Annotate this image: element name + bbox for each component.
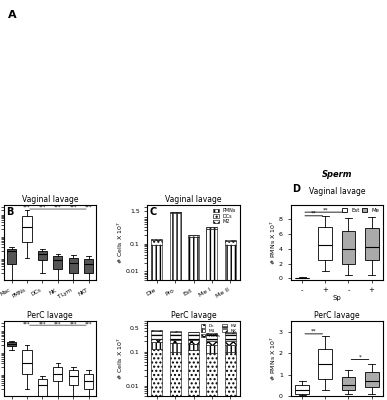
PathPatch shape xyxy=(365,372,378,388)
Bar xyxy=(224,345,236,352)
Bar xyxy=(224,332,236,333)
Text: ***: *** xyxy=(85,205,92,210)
Bar xyxy=(151,342,163,349)
Legend: Dc, M1, PMNs, M2, NK: Dc, M1, PMNs, M2, NK xyxy=(200,323,238,339)
Text: ***: *** xyxy=(54,321,62,326)
PathPatch shape xyxy=(53,367,62,380)
Text: C: C xyxy=(149,207,156,217)
Bar xyxy=(188,350,199,400)
Text: ***: *** xyxy=(23,321,31,326)
Y-axis label: # PMNs X 10$^7$: # PMNs X 10$^7$ xyxy=(268,336,277,381)
X-axis label: Sp: Sp xyxy=(332,295,341,301)
Bar xyxy=(206,334,217,342)
Bar xyxy=(188,235,199,237)
PathPatch shape xyxy=(7,342,16,346)
Bar xyxy=(206,353,217,400)
Bar xyxy=(151,339,163,342)
Legend: Est, Me: Est, Me xyxy=(341,208,380,214)
Title: PerC lavage: PerC lavage xyxy=(27,311,73,320)
Bar xyxy=(170,343,181,352)
PathPatch shape xyxy=(341,377,355,390)
Text: Sperm: Sperm xyxy=(322,170,352,178)
PathPatch shape xyxy=(68,258,78,273)
Y-axis label: # PMNs X 10$^7$: # PMNs X 10$^7$ xyxy=(268,220,277,265)
Bar xyxy=(224,245,236,400)
Text: *: * xyxy=(359,354,361,360)
Text: ***: *** xyxy=(39,321,46,326)
Title: Vaginal lavage: Vaginal lavage xyxy=(22,195,79,204)
Text: **: ** xyxy=(311,211,317,216)
Title: PerC lavage: PerC lavage xyxy=(171,311,216,320)
Title: Vaginal lavage: Vaginal lavage xyxy=(165,195,222,204)
PathPatch shape xyxy=(7,249,16,264)
Bar xyxy=(206,333,217,334)
Y-axis label: # Cells X 10$^7$: # Cells X 10$^7$ xyxy=(115,337,125,380)
Text: A: A xyxy=(8,10,16,20)
Bar xyxy=(170,213,181,400)
Bar xyxy=(224,342,236,345)
PathPatch shape xyxy=(22,216,32,242)
Title: Vaginal lavage: Vaginal lavage xyxy=(308,187,365,196)
Text: ***: *** xyxy=(85,321,92,326)
Bar xyxy=(206,345,217,353)
PathPatch shape xyxy=(319,227,332,260)
Bar xyxy=(188,237,199,400)
PathPatch shape xyxy=(84,259,93,273)
Bar xyxy=(206,227,217,228)
Bar xyxy=(188,344,199,350)
PathPatch shape xyxy=(84,374,93,389)
Bar xyxy=(170,340,181,343)
PathPatch shape xyxy=(53,256,62,269)
Text: B: B xyxy=(6,207,13,217)
PathPatch shape xyxy=(38,251,47,260)
Text: **: ** xyxy=(311,329,317,334)
Bar xyxy=(224,240,236,242)
PathPatch shape xyxy=(38,379,47,396)
Text: ***: *** xyxy=(70,321,77,326)
Bar xyxy=(206,228,217,400)
Text: ***: *** xyxy=(39,205,46,210)
Bar xyxy=(224,333,236,342)
Bar xyxy=(170,331,181,332)
PathPatch shape xyxy=(341,230,355,264)
PathPatch shape xyxy=(319,349,332,379)
Text: ***: *** xyxy=(70,205,77,210)
Bar xyxy=(188,340,199,344)
Legend: PMNs, DCs, M2: PMNs, DCs, M2 xyxy=(212,207,237,225)
Bar xyxy=(151,349,163,400)
Y-axis label: # Cells X 10$^7$: # Cells X 10$^7$ xyxy=(115,221,125,264)
Bar xyxy=(170,212,181,213)
Text: ***: *** xyxy=(23,205,31,210)
Bar xyxy=(151,240,163,245)
Bar xyxy=(206,226,217,227)
PathPatch shape xyxy=(295,385,309,394)
Bar xyxy=(170,352,181,400)
Bar xyxy=(151,245,163,400)
Title: PerC lavage: PerC lavage xyxy=(314,311,360,320)
Bar xyxy=(206,342,217,345)
Bar xyxy=(224,352,236,400)
Text: ***: *** xyxy=(54,205,62,210)
PathPatch shape xyxy=(365,228,378,260)
Text: **: ** xyxy=(323,207,328,212)
Text: D: D xyxy=(293,184,300,194)
Bar xyxy=(224,242,236,245)
PathPatch shape xyxy=(22,350,32,374)
PathPatch shape xyxy=(68,370,78,386)
Bar xyxy=(151,330,163,339)
Bar xyxy=(151,239,163,240)
Bar xyxy=(188,332,199,340)
Bar xyxy=(170,332,181,340)
